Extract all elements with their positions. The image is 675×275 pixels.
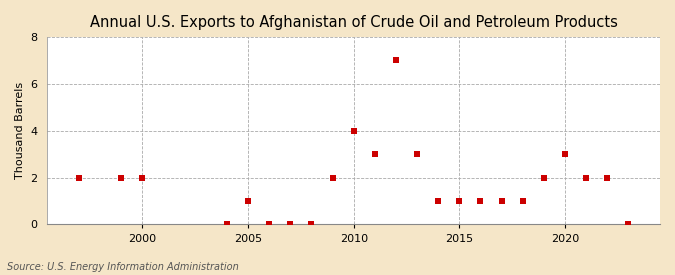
Point xyxy=(285,222,296,227)
Point xyxy=(264,222,275,227)
Point xyxy=(539,175,549,180)
Point xyxy=(454,199,464,203)
Point xyxy=(560,152,570,156)
Point xyxy=(623,222,634,227)
Point xyxy=(243,199,254,203)
Point xyxy=(580,175,591,180)
Title: Annual U.S. Exports to Afghanistan of Crude Oil and Petroleum Products: Annual U.S. Exports to Afghanistan of Cr… xyxy=(90,15,618,30)
Point xyxy=(602,175,613,180)
Point xyxy=(116,175,127,180)
Point xyxy=(475,199,486,203)
Point xyxy=(412,152,423,156)
Point xyxy=(369,152,380,156)
Text: Source: U.S. Energy Information Administration: Source: U.S. Energy Information Administ… xyxy=(7,262,238,272)
Point xyxy=(433,199,443,203)
Point xyxy=(496,199,507,203)
Y-axis label: Thousand Barrels: Thousand Barrels xyxy=(15,82,25,179)
Point xyxy=(348,128,359,133)
Point xyxy=(306,222,317,227)
Point xyxy=(517,199,528,203)
Point xyxy=(137,175,148,180)
Point xyxy=(391,58,402,62)
Point xyxy=(74,175,84,180)
Point xyxy=(327,175,338,180)
Point xyxy=(221,222,232,227)
